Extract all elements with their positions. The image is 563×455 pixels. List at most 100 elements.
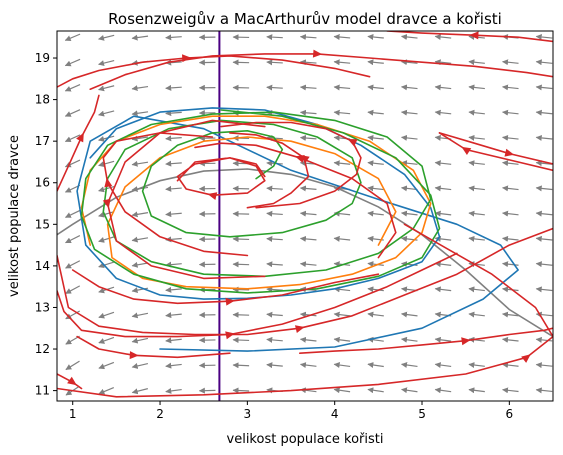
trajectory-line <box>298 327 553 355</box>
trajectory-arrow <box>461 146 472 156</box>
vector-arrow <box>468 311 485 318</box>
vector-arrow <box>131 135 149 142</box>
vector-arrow <box>131 160 149 167</box>
vector-arrow <box>367 109 384 116</box>
vector-arrow <box>400 109 418 116</box>
vector-arrow <box>468 84 485 91</box>
vector-arrow <box>131 388 148 395</box>
vector-arrow <box>98 160 115 168</box>
trajectory-line <box>80 109 441 294</box>
trajectories <box>57 31 553 401</box>
vector-arrow <box>434 387 452 394</box>
x-tick-label: 2 <box>156 407 164 421</box>
vector-arrow <box>434 261 452 268</box>
x-tick-label: 3 <box>244 407 252 421</box>
trajectory-arrow <box>182 54 192 63</box>
vector-arrow <box>400 134 418 141</box>
vector-arrow <box>367 210 384 217</box>
vector-arrow <box>367 185 384 192</box>
x-tick-label: 1 <box>69 407 77 421</box>
trajectory-line <box>57 252 458 338</box>
vector-arrow <box>468 261 485 268</box>
y-tick-label: 16 <box>35 176 50 190</box>
vector-arrow <box>367 134 384 141</box>
vector-arrow <box>367 59 384 66</box>
trajectory-line <box>438 132 553 172</box>
vector-arrow <box>502 84 519 91</box>
vector-arrow <box>502 261 519 268</box>
vector-arrow <box>64 33 81 42</box>
vector-arrow <box>165 160 182 167</box>
trajectory-arrow <box>76 132 84 143</box>
vector-arrow <box>299 235 317 242</box>
vector-arrow <box>232 311 250 318</box>
vector-arrow <box>64 134 81 143</box>
vector-arrow <box>131 236 149 243</box>
vector-arrow <box>333 160 351 167</box>
vector-arrow <box>400 84 418 91</box>
vector-arrow <box>266 311 283 318</box>
y-axis: 11 12 13 14 15 16 17 18 19 <box>35 51 57 398</box>
vector-arrow <box>98 311 115 319</box>
vector-arrow <box>98 135 115 142</box>
vector-arrow <box>535 235 553 242</box>
trajectory-arrow <box>312 49 323 58</box>
vector-arrow <box>367 84 384 91</box>
vector-arrow <box>400 59 418 66</box>
vector-arrow <box>299 185 317 192</box>
vector-arrow <box>64 58 81 67</box>
vector-arrow <box>434 286 452 293</box>
trajectory-arrow <box>129 351 139 360</box>
y-tick-label: 15 <box>35 217 50 231</box>
vector-arrow <box>98 34 115 41</box>
x-axis-label: velikost populace kořisti <box>227 432 384 447</box>
vector-arrow <box>98 85 115 92</box>
vector-arrow <box>266 261 283 268</box>
trajectory-line <box>229 132 310 209</box>
vector-arrow <box>468 185 485 192</box>
trajectory-line <box>80 115 432 290</box>
trajectory-arrow <box>102 198 111 209</box>
vector-arrow <box>299 84 317 91</box>
vector-arrow <box>232 337 250 344</box>
trajectory-line <box>57 227 553 336</box>
vector-arrow <box>502 109 519 116</box>
vector-arrow <box>502 185 519 192</box>
vector-arrow <box>434 59 452 66</box>
vector-arrow <box>468 59 485 66</box>
x-axis: 1 2 3 4 5 6 <box>69 401 513 421</box>
trajectory-line <box>438 132 553 165</box>
vector-arrow <box>401 311 418 318</box>
vector-arrow <box>64 209 81 218</box>
vector-arrow <box>502 336 519 343</box>
vector-arrow <box>98 336 115 344</box>
vector-arrow <box>535 210 553 217</box>
vector-arrow <box>333 387 351 394</box>
vector-arrow <box>131 110 149 117</box>
trajectory-arrow <box>294 155 305 163</box>
trajectory-line <box>57 55 371 88</box>
vector-arrow <box>165 337 182 344</box>
y-tick-label: 12 <box>35 342 50 356</box>
vector-arrow <box>333 311 351 318</box>
y-tick-label: 18 <box>35 93 50 107</box>
trajectory-arrow <box>469 31 479 40</box>
vector-arrow <box>468 362 485 369</box>
vector-arrow <box>266 185 283 192</box>
vector-arrow <box>165 312 182 319</box>
vector-arrow <box>535 261 553 268</box>
trajectory-arrow <box>225 331 235 340</box>
vector-arrow <box>535 286 553 293</box>
vector-arrow <box>367 387 384 394</box>
vector-arrow <box>400 33 418 40</box>
vector-arrow <box>333 34 351 40</box>
vector-arrow <box>434 33 452 40</box>
vector-arrow <box>502 59 519 66</box>
vector-arrow <box>434 185 452 192</box>
vector-arrow <box>400 185 418 192</box>
vector-arrow <box>299 134 317 141</box>
trajectory-arrow <box>504 148 515 157</box>
vector-arrow <box>266 336 283 343</box>
vector-arrow <box>165 84 182 91</box>
x-tick-label: 4 <box>331 407 339 421</box>
